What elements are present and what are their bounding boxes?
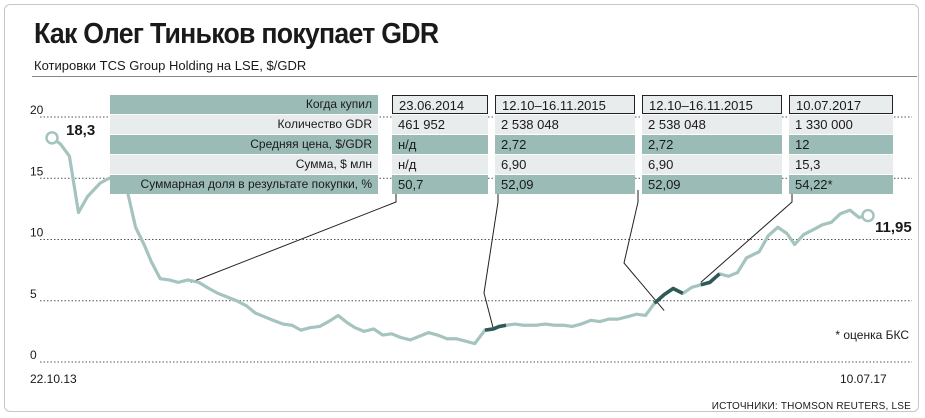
- table-row-share: Суммарная доля в результате покупки, % 5…: [110, 175, 893, 195]
- table-cell: 52,09: [642, 175, 782, 194]
- x-start-label: 22.10.13: [30, 372, 77, 386]
- y-tick-label: 5: [30, 287, 37, 301]
- table-cell: 10.07.2017: [789, 95, 893, 114]
- end-value-label: 11,95: [875, 219, 912, 236]
- table-cell: 54,22*: [789, 175, 893, 194]
- table-cell: 52,09: [495, 175, 635, 194]
- table-cell: 1 330 000: [789, 115, 893, 134]
- chart-title: Как Олег Тиньков покупает GDR: [34, 18, 439, 50]
- y-tick-labels: 0 5 10 15 20: [30, 103, 44, 362]
- purchases-table: Когда купил 23.06.2014 12.10–16.11.2015 …: [110, 95, 893, 195]
- table-cell: 461 952: [392, 115, 488, 134]
- table-cell: н/д: [392, 155, 488, 174]
- table-cell: 2,72: [495, 135, 635, 154]
- title-divider: [32, 76, 917, 77]
- source-note: ИСТОЧНИКИ: THOMSON REUTERS, LSE: [711, 401, 911, 412]
- table-cell: 6,90: [495, 155, 635, 174]
- leader-line: [190, 190, 397, 283]
- table-cell: 23.06.2014: [392, 95, 488, 114]
- chart-frame: [4, 4, 919, 412]
- table-row-amount: Сумма, $ млн н/д 6,90 6,90 15,3: [110, 155, 893, 175]
- table-cell: 2 538 048: [495, 115, 635, 134]
- row-label: Средняя цена, $/GDR: [110, 135, 378, 154]
- price-line: [51, 136, 869, 346]
- estimate-note: * оценка БКС: [835, 328, 909, 342]
- y-tick-label: 0: [30, 348, 37, 362]
- leader-line: [483, 190, 499, 330]
- table-row-avg-price: Средняя цена, $/GDR н/д 2,72 2,72 12: [110, 135, 893, 155]
- table-cell: 2 538 048: [642, 115, 782, 134]
- table-cell: 12: [789, 135, 893, 154]
- table-cell: 15,3: [789, 155, 893, 174]
- table-cell: 6,90: [642, 155, 782, 174]
- table-cell: 50,7: [392, 175, 488, 194]
- leader-line: [623, 190, 665, 311]
- start-marker: [45, 131, 59, 145]
- table-row-date: Когда купил 23.06.2014 12.10–16.11.2015 …: [110, 95, 893, 115]
- purchase-highlight: [484, 323, 507, 332]
- table-cell: 2,72: [642, 135, 782, 154]
- price-line-group: [51, 136, 869, 346]
- end-marker: [861, 208, 875, 223]
- end-markers: [45, 131, 875, 223]
- purchase-highlight: [653, 286, 684, 305]
- table-row-quantity: Количество GDR 461 952 2 538 048 2 538 0…: [110, 115, 893, 135]
- x-end-label: 10.07.17: [840, 372, 887, 386]
- leader-line: [700, 190, 793, 283]
- row-label: Сумма, $ млн: [110, 155, 378, 174]
- leader-lines: [190, 190, 793, 330]
- row-label: Суммарная доля в результате покупки, %: [110, 175, 378, 194]
- table-cell: 12.10–16.11.2015: [642, 95, 782, 114]
- chart-subtitle: Котировки TCS Group Holding на LSE, $/GD…: [34, 58, 307, 73]
- start-value-label: 18,3: [66, 122, 96, 139]
- row-label: Количество GDR: [110, 115, 378, 134]
- y-tick-label: 10: [30, 226, 44, 240]
- y-tick-label: 15: [30, 164, 44, 178]
- row-label: Когда купил: [110, 95, 378, 114]
- y-tick-label: 20: [30, 103, 44, 117]
- table-cell: н/д: [392, 135, 488, 154]
- table-cell: 12.10–16.11.2015: [495, 95, 635, 114]
- purchase-highlight: [700, 272, 721, 287]
